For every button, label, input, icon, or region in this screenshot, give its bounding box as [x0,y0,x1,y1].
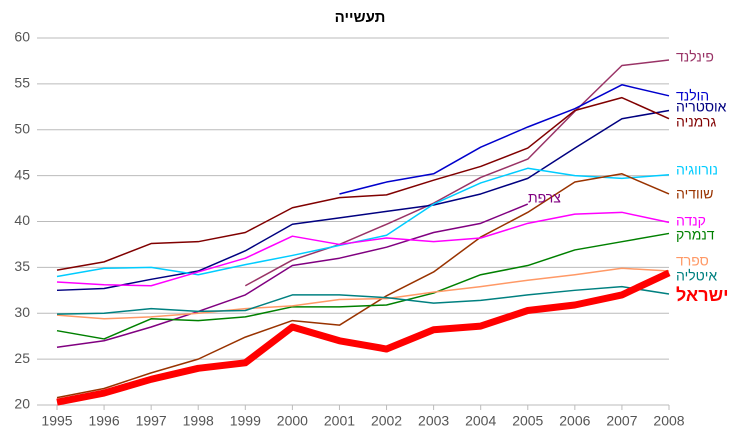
x-tick-label: 2001 [324,413,355,429]
chart-title: תעשייה [335,9,386,26]
legend-label: שוודיה [676,186,713,202]
y-tick-label: 45 [14,166,30,182]
series-line [56,109,670,292]
legend-label: נורווגיה [676,162,718,178]
x-tick-label: 2008 [653,413,684,429]
series-line [56,211,670,287]
x-tick-label: 2002 [371,413,402,429]
legend-label: דנמרק [676,227,715,243]
y-tick-label: 50 [14,120,30,136]
series-line [56,167,670,278]
x-tick-label: 2006 [559,413,590,429]
legend-label: קנדה [676,213,706,229]
x-tick-label: 1999 [230,413,261,429]
legend-label: הולנד [676,88,709,104]
legend-label: ישראל [676,285,729,305]
x-tick-label: 2007 [606,413,637,429]
legend-label: פינלנד [676,49,714,65]
legend-label: ספרד [676,253,709,269]
x-tick-label: 2000 [277,413,308,429]
series-line [56,203,529,348]
y-tick-label: 30 [14,304,30,320]
y-tick-label: 40 [14,212,30,228]
y-tick-label: 60 [14,29,30,45]
y-tick-label: 35 [14,258,30,274]
x-tick-label: 2004 [465,413,496,429]
legend-label: אוסטריה [676,99,727,115]
series-line [56,232,670,340]
x-tick-label: 1996 [88,413,119,429]
series-line [56,267,670,320]
y-tick-label: 25 [14,350,30,366]
x-tick-label: 1997 [136,413,167,429]
series-line [244,59,670,287]
x-tick-label: 1998 [183,413,214,429]
x-tick-label: 2003 [418,413,449,429]
series-line [56,269,671,406]
legend-label: צרפת [528,190,561,206]
legend-label: איטליה [676,268,717,284]
series-line [339,84,670,195]
x-tick-label: 1995 [41,413,72,429]
series-line [56,96,670,271]
series-line [56,173,670,399]
x-tick-label: 2005 [512,413,543,429]
y-tick-label: 55 [14,75,30,91]
y-tick-label: 20 [14,396,30,412]
legend-label: גרמניה [676,114,716,130]
series-line [56,285,670,315]
